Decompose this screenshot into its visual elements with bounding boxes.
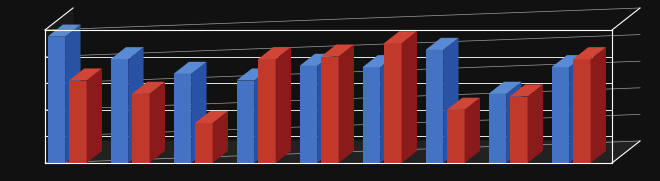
Polygon shape <box>380 55 395 163</box>
Polygon shape <box>174 74 191 163</box>
Polygon shape <box>254 68 269 163</box>
Polygon shape <box>465 98 480 163</box>
Polygon shape <box>362 55 395 67</box>
Polygon shape <box>69 68 102 81</box>
Polygon shape <box>45 8 73 163</box>
Polygon shape <box>510 96 527 163</box>
Polygon shape <box>527 84 543 163</box>
Polygon shape <box>321 45 354 57</box>
Polygon shape <box>48 37 65 163</box>
Polygon shape <box>488 82 521 94</box>
Polygon shape <box>426 50 443 163</box>
Polygon shape <box>45 141 640 163</box>
Polygon shape <box>86 68 102 163</box>
Polygon shape <box>132 94 150 163</box>
Polygon shape <box>384 31 417 43</box>
Polygon shape <box>236 81 254 163</box>
Polygon shape <box>69 81 86 163</box>
Polygon shape <box>150 82 165 163</box>
Polygon shape <box>128 47 144 163</box>
Polygon shape <box>317 54 333 163</box>
Polygon shape <box>447 98 480 110</box>
Polygon shape <box>300 66 317 163</box>
Polygon shape <box>569 55 585 163</box>
Polygon shape <box>213 111 228 163</box>
Polygon shape <box>258 59 276 163</box>
Polygon shape <box>443 38 459 163</box>
Polygon shape <box>426 38 459 50</box>
Polygon shape <box>362 67 380 163</box>
Polygon shape <box>110 59 128 163</box>
Polygon shape <box>510 84 543 96</box>
Polygon shape <box>236 68 269 81</box>
Polygon shape <box>591 47 606 163</box>
Polygon shape <box>552 67 569 163</box>
Polygon shape <box>447 110 465 163</box>
Polygon shape <box>276 47 291 163</box>
Polygon shape <box>48 25 81 37</box>
Polygon shape <box>195 123 213 163</box>
Polygon shape <box>258 47 291 59</box>
Polygon shape <box>300 54 333 66</box>
Polygon shape <box>174 62 207 74</box>
Polygon shape <box>401 31 417 163</box>
Polygon shape <box>195 111 228 123</box>
Polygon shape <box>110 47 144 59</box>
Polygon shape <box>506 82 521 163</box>
Polygon shape <box>552 55 585 67</box>
Polygon shape <box>65 25 81 163</box>
Polygon shape <box>191 62 207 163</box>
Polygon shape <box>573 59 591 163</box>
Polygon shape <box>573 47 606 59</box>
Polygon shape <box>488 94 506 163</box>
Polygon shape <box>339 45 354 163</box>
Polygon shape <box>132 82 165 94</box>
Polygon shape <box>321 57 339 163</box>
Polygon shape <box>384 43 401 163</box>
